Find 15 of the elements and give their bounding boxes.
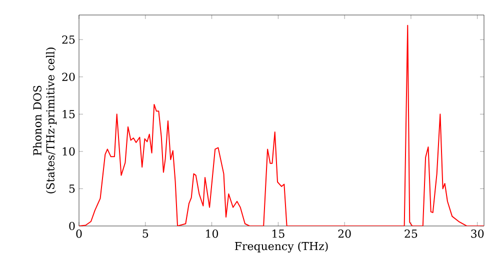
x-tick-label: 20 bbox=[338, 230, 351, 238]
y-tick-label: 10 bbox=[62, 147, 75, 156]
x-tick-label: 25 bbox=[404, 230, 418, 238]
y-tick-label: 25 bbox=[62, 35, 75, 44]
y-tick-label: 20 bbox=[62, 72, 75, 82]
y-tick-label: 5 bbox=[69, 184, 75, 193]
x-tick-label: 30 bbox=[471, 230, 484, 238]
x-tick-label: 15 bbox=[272, 230, 284, 238]
y-tick-label: 0 bbox=[69, 222, 75, 230]
x-tick-label: 5 bbox=[142, 230, 148, 238]
y-axis-title: Phonon DOS (States/THz·primitive cell) bbox=[32, 48, 57, 194]
y-tick-label: 15 bbox=[62, 110, 75, 118]
x-tick-label: 0 bbox=[76, 230, 82, 238]
x-axis-title: Frequency (THz) bbox=[234, 242, 328, 253]
x-tick-label: 10 bbox=[206, 230, 218, 238]
